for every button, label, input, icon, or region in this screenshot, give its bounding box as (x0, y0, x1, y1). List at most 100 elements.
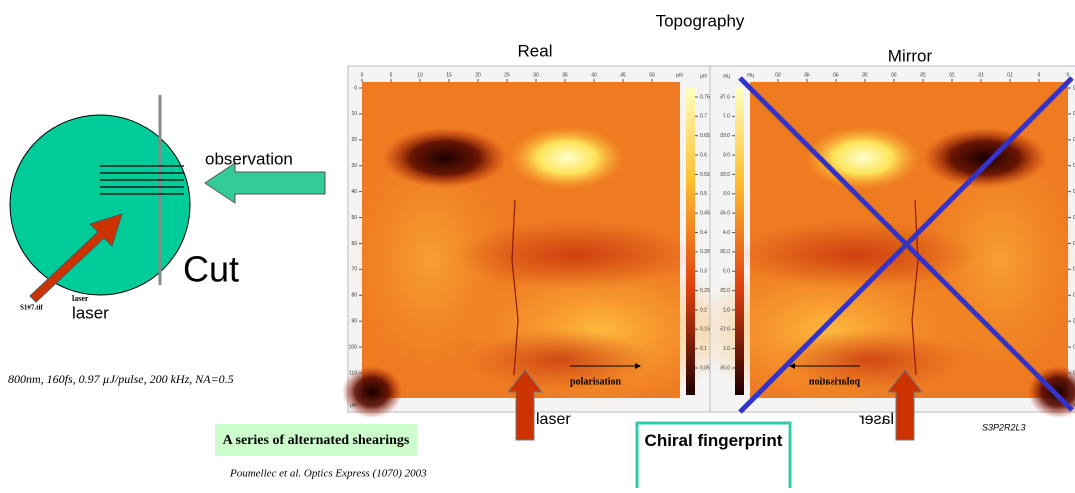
y-tick-label: 0 (1073, 85, 1075, 91)
y-tick-label: 70 (1073, 267, 1075, 273)
caption-box (215, 424, 417, 456)
y-unit: µm (350, 402, 357, 408)
polarisation-label: polarisation (570, 376, 622, 387)
observation-label: observation (205, 149, 293, 168)
y-unit: µm (1073, 402, 1075, 408)
colorbar-unit: µm (723, 73, 730, 79)
y-tick-label: 40 (1073, 189, 1075, 195)
y-tick-label: 100 (1073, 344, 1075, 350)
x-tick-label: 40 (591, 72, 597, 78)
colorbar-tick-label: 0.55 (720, 172, 730, 178)
conclusion-wrap: Chiral fingerprint (644, 431, 783, 450)
colorbar-tick-label: 0.35 (700, 249, 710, 255)
colorbar-tick-label: 0.55 (700, 172, 710, 178)
x-tick-label: 50 (649, 72, 655, 78)
cut-label: Cut (183, 249, 239, 290)
colorbar-tick-label: 0.7 (700, 114, 707, 120)
x-tick-label: 15 (446, 72, 452, 78)
colorbar-tick-label: 0.4 (700, 230, 707, 236)
x-tick-label: 20 (949, 72, 955, 78)
y-tick-label: 100 (349, 344, 358, 350)
y-tick-label: 70 (351, 267, 357, 273)
conclusion-box (635, 421, 792, 493)
seam (511, 199, 519, 376)
x-tick-label: 5 (390, 72, 393, 78)
colorbar-tick-label: 0.6 (700, 152, 707, 158)
caption: A series of alternated shearings (223, 433, 410, 448)
colorbar-tick-label: 0.65 (720, 133, 730, 139)
laser-arrow (29, 213, 123, 303)
x-tick-label: 10 (1007, 72, 1013, 78)
x-unit: µm (676, 72, 683, 78)
real-label: Real (518, 41, 553, 60)
title: Topography (656, 11, 745, 30)
colorbar-tick-label: 0.5 (723, 191, 730, 197)
colorbar-tick-label: 0.3 (723, 269, 730, 275)
colorbar-tick-label: 0.45 (700, 210, 710, 216)
y-tick-label: 60 (1073, 241, 1075, 247)
laser-label: laser (536, 411, 571, 428)
polarisation-label: polarisation (808, 376, 860, 387)
y-tick-label: 50 (351, 215, 357, 221)
colorbar-tick-label: 0.7 (723, 114, 730, 120)
cross-line (738, 76, 1074, 414)
laser-label: laser (72, 303, 109, 322)
x-tick-label: 30 (891, 72, 897, 78)
x-tick-label: 50 (775, 72, 781, 78)
colorbar-tick-label: 0.45 (720, 210, 730, 216)
colorbar-tick-label: 0.6 (723, 152, 730, 158)
laser-arrow (886, 369, 924, 441)
colorbar-tick-label: 0.65 (700, 133, 710, 139)
x-tick-label: 15 (978, 72, 984, 78)
colorbar-tick-label: 0.1 (723, 346, 730, 352)
x-tick-label: 40 (833, 72, 839, 78)
heat-red (455, 221, 695, 289)
laser-arrow (506, 369, 544, 441)
colorbar-tick-label: 0.4 (723, 230, 730, 236)
y-tick-label: 20 (351, 137, 357, 143)
y-tick-label: 90 (1073, 319, 1075, 325)
file-label: S1#7.tif (20, 304, 43, 312)
x-unit: µm (747, 72, 754, 78)
conditions: 800nm, 160fs, 0.97 µJ/pulse, 200 kHz, NA… (8, 372, 234, 386)
x-tick-label: 0 (1066, 72, 1069, 78)
colorbar-tick-label: 0.05 (720, 365, 730, 371)
colorbar-tick-label: 0.5 (700, 191, 707, 197)
heat-dark (342, 366, 402, 418)
colorbar-unit: µm (700, 73, 707, 79)
x-tick-label: 45 (804, 72, 810, 78)
y-tick-label: 10 (1073, 111, 1075, 117)
laser-small-label: laser (72, 294, 89, 303)
colorbar-tick-label: 0.25 (700, 288, 710, 294)
real-image: 0 5 10 15 20 25 30 35 40 45 50 µm 0 10 20 30 40 50 60 70 80 9… (342, 65, 740, 441)
colorbar-tick-label: 0.75 (720, 94, 730, 100)
x-tick-label: 25 (920, 72, 926, 78)
mirror-image: 0 5 10 15 20 25 30 35 40 45 50 µm 0 10 20 30 40 50 60 70 80 9… (690, 65, 1075, 441)
colorbar (735, 88, 744, 395)
heat-bright (509, 126, 625, 190)
y-tick-label: 90 (351, 319, 357, 325)
colorbar-tick-label: 0.75 (700, 94, 710, 100)
colorbar-tick-label: 0.2 (723, 307, 730, 313)
colorbar-tick-label: 0.35 (720, 249, 730, 255)
heat-dark (923, 128, 1047, 188)
y-tick-label: 30 (351, 163, 357, 169)
y-tick-label: 40 (351, 189, 357, 195)
y-tick-label: 80 (351, 293, 357, 299)
x-tick-label: 25 (504, 72, 510, 78)
heat-warm (350, 140, 510, 380)
x-tick-label: 30 (533, 72, 539, 78)
y-tick-label: 110 (1073, 370, 1075, 376)
mirror-label: Mirror (888, 46, 933, 65)
y-tick-label: 10 (351, 111, 357, 117)
x-tick-label: 5 (1037, 72, 1040, 78)
colorbar-tick-label: 0.25 (720, 288, 730, 294)
heat-red (470, 330, 650, 390)
sample-disc (9, 114, 191, 296)
x-tick-label: 35 (562, 72, 568, 78)
heat-dark (383, 128, 507, 188)
x-tick-label: 35 (862, 72, 868, 78)
conclusion: Chiral fingerprint (644, 431, 783, 450)
colorbar-tick-label: 0.15 (720, 327, 730, 333)
